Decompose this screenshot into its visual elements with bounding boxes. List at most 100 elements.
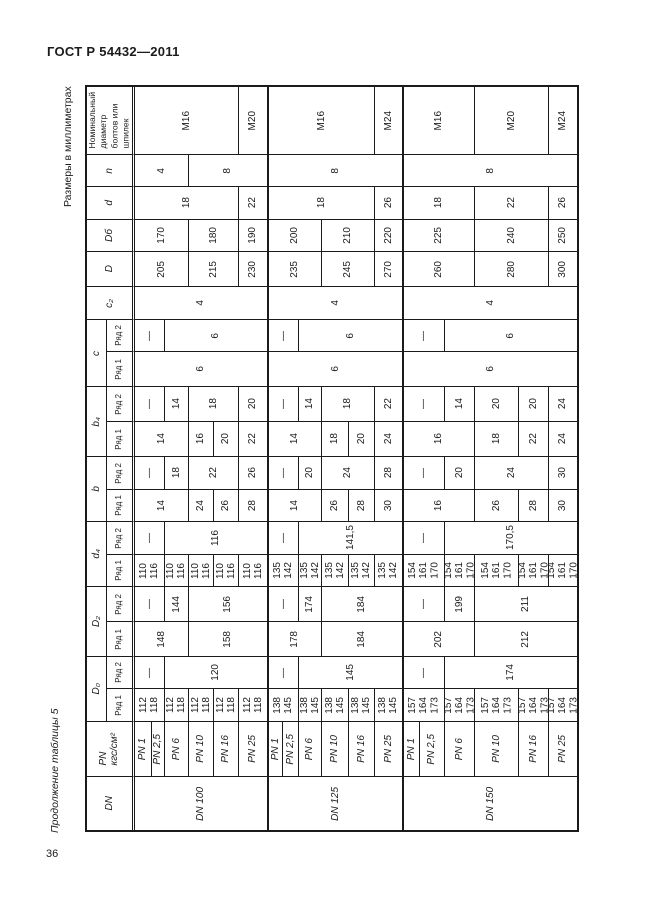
table-cell-text: 270 (382, 260, 394, 278)
table-cell-text: 112 118 (241, 697, 264, 713)
table-cell-text: 112 118 (214, 697, 237, 713)
table-cell: — (404, 320, 445, 352)
rad-label: Ряд 1 (107, 490, 135, 522)
table-cell: 16 (189, 422, 214, 457)
band-label-b: b (87, 457, 107, 522)
rad-label: Ряд 1 (107, 422, 135, 457)
table-cell-text: 22 (505, 197, 517, 209)
table-cell-text: 174 (304, 595, 316, 613)
table-cell: 220 (375, 220, 404, 252)
table-cell: PN 25 (239, 722, 269, 777)
table-cell-text: — (277, 599, 289, 609)
table-cell: DN 150 (404, 777, 577, 830)
table-cell: 22 (239, 422, 269, 457)
table-cell-text: 300 (557, 260, 569, 278)
table-cell: M20 (239, 87, 269, 155)
page-number: 36 (46, 848, 59, 860)
table-cell: — (404, 522, 445, 555)
table-cell: PN 1 (269, 722, 283, 777)
table-cell: PN 6 (445, 722, 475, 777)
table-cell-text: 4 (195, 300, 207, 306)
table-cell: 300 (549, 252, 577, 287)
band-label-D0: D₀ (87, 657, 107, 722)
table-cell: PN 6 (165, 722, 189, 777)
table-cell-text: 18 (315, 197, 327, 209)
table-cell: 24 (375, 422, 404, 457)
table-cell-text: 20 (490, 398, 502, 410)
rad-label-text: Ряд 2 (114, 462, 124, 484)
table-cell-text: 4 (329, 300, 341, 306)
table-cell-text: 235 (289, 260, 301, 278)
table-cell: 250 (549, 220, 577, 252)
table-cell: 184 (322, 587, 404, 622)
table-cell: DN 100 (135, 777, 269, 830)
table-cell: 110 116 (165, 555, 189, 587)
band-label-D_b-text: Dб (103, 229, 115, 242)
table-cell-text: 28 (355, 499, 367, 512)
table-cell: 24 (189, 490, 214, 522)
table-cell-text: PN 25 (247, 735, 259, 763)
rad-label: Ряд 1 (107, 689, 135, 722)
table-cell: 135 142 (349, 555, 375, 587)
table-cell-text: — (143, 533, 155, 543)
table-cell: 170,5 (445, 522, 577, 555)
table-cell: 157 164 173 (475, 689, 519, 722)
band-label-n: n (87, 155, 135, 187)
table-cell: 4 (135, 155, 189, 187)
table-cell: 138 145 (349, 689, 375, 722)
table-cell: — (404, 387, 445, 422)
table-cell-text: 26 (557, 197, 569, 209)
table-cell-text: 110 116 (214, 562, 237, 579)
band-label-D0-text: D₀ (90, 683, 102, 695)
table-cell-text: 170 (155, 227, 167, 244)
table-cell: 156 (189, 587, 269, 622)
table-cell-text: 110 116 (165, 562, 188, 579)
table-cell-text: 157 164 173 (479, 696, 514, 714)
table-cell: 30 (549, 490, 577, 522)
table-cell: 18 (475, 422, 519, 457)
rad-label: Ряд 1 (107, 622, 135, 657)
rad-label-text: Ряд 2 (114, 662, 124, 683)
table-cell-text: 24 (342, 467, 354, 479)
table-caption: Продолжение таблицы 5 (49, 708, 61, 833)
table-cell-text: M24 (382, 110, 394, 131)
table-cell: 174 (445, 657, 577, 689)
table-cell-text: — (143, 667, 155, 678)
band-label-D_b: Dб (87, 220, 135, 252)
table-cell-text: PN 2,5 (152, 733, 164, 765)
rad-label-text: Ряд 1 (114, 358, 124, 380)
table-cell: 6 (165, 320, 269, 352)
table-cell: 14 (445, 387, 475, 422)
rad-label: Ряд 2 (107, 657, 135, 689)
table-cell-text: — (277, 330, 289, 341)
table-cell: 14 (165, 387, 189, 422)
table-cell: 270 (375, 252, 404, 287)
table-cell-text: — (143, 599, 155, 609)
table-cell: — (135, 387, 165, 422)
table-cell: 30 (375, 490, 404, 522)
table-cell-text: 30 (382, 499, 394, 512)
table-cell-text: — (418, 399, 430, 409)
table-cell-text: 28 (247, 499, 259, 512)
table-cell-text: 18 (433, 197, 445, 209)
table-cell: 158 (189, 622, 269, 657)
table-cell: 144 (165, 587, 189, 622)
table-cell-text: 138 145 (272, 696, 295, 714)
table-cell-text: 8 (329, 167, 341, 174)
table-cell-text: PN 10 (195, 735, 207, 763)
rad-label-text: Ряд 1 (114, 428, 124, 450)
table-cell: 28 (349, 490, 375, 522)
table-cell: 157 164 173 (519, 689, 549, 722)
table-cell: 20 (239, 387, 269, 422)
table-cell: 16 (404, 422, 475, 457)
band-label-DN-text: DN (103, 796, 115, 811)
table-cell: 22 (475, 187, 549, 220)
table-cell: 205 (135, 252, 189, 287)
table-cell-text: — (418, 330, 430, 341)
table-cell: — (135, 522, 165, 555)
band-label-d-text: d (103, 200, 115, 206)
table-cell-text: 250 (557, 227, 569, 244)
table-cell-text: 135 142 (377, 562, 400, 579)
table-cell: 202 (404, 622, 475, 657)
